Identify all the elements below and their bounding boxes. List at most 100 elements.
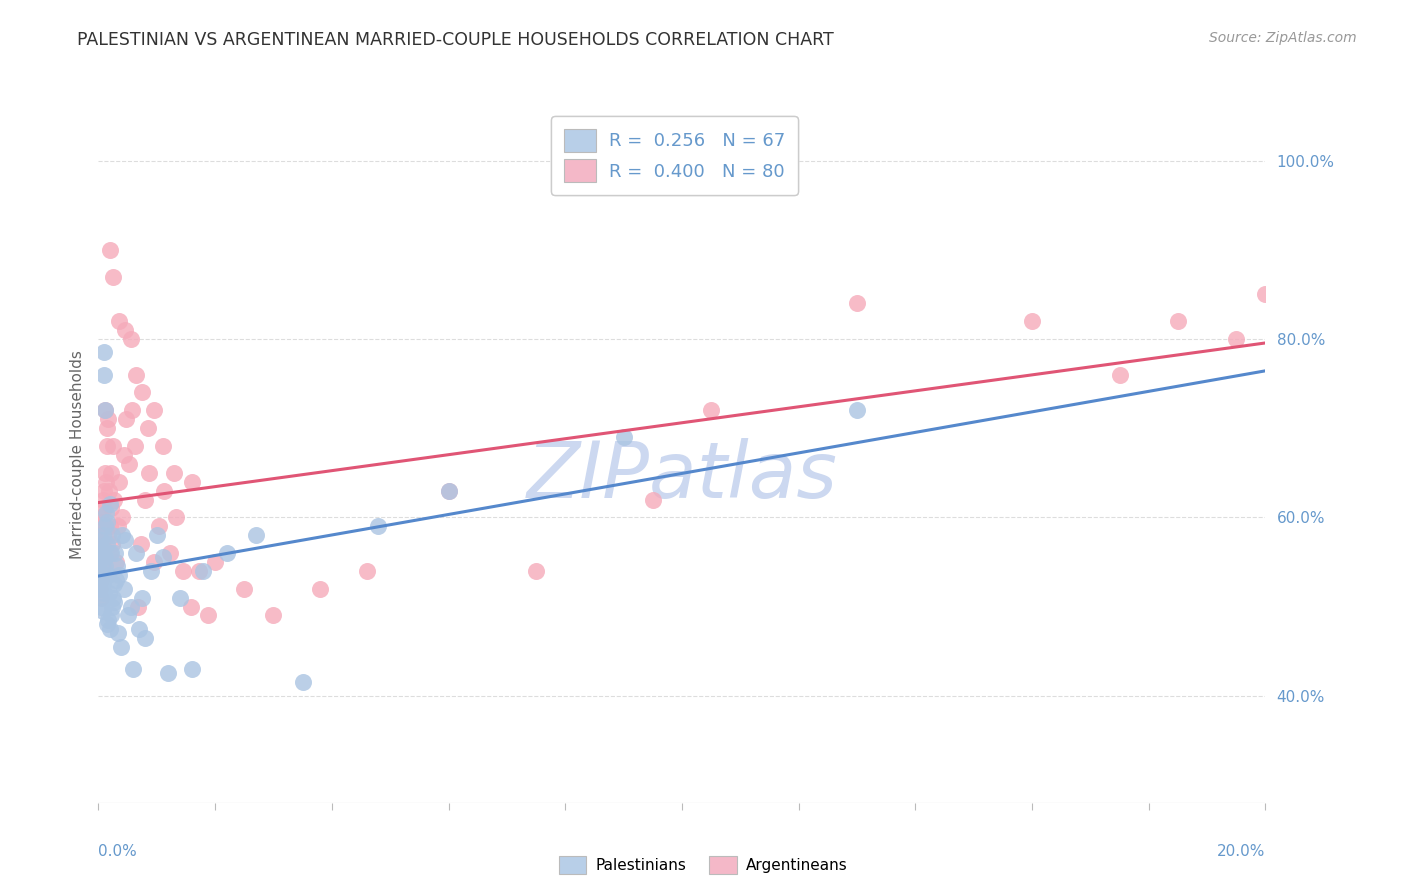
Point <box>89 528 111 542</box>
Point <box>152 483 174 498</box>
Point <box>90 510 112 524</box>
Point <box>118 457 141 471</box>
Point <box>97 613 120 627</box>
Text: PALESTINIAN VS ARGENTINEAN MARRIED-COUPLE HOUSEHOLDS CORRELATION CHART: PALESTINIAN VS ARGENTINEAN MARRIED-COUPL… <box>77 31 834 49</box>
Point <box>100 466 122 480</box>
Point <box>90 591 112 605</box>
Point <box>112 582 135 596</box>
Point <box>90 559 112 574</box>
Point <box>91 541 114 556</box>
Point <box>112 448 135 462</box>
Point <box>134 631 156 645</box>
Point <box>101 269 124 284</box>
Point <box>197 608 219 623</box>
Point <box>1225 332 1247 346</box>
Text: 20.0%: 20.0% <box>1218 845 1265 860</box>
Point <box>90 550 112 565</box>
Point <box>128 622 150 636</box>
Point <box>437 483 460 498</box>
Point <box>96 421 118 435</box>
Point <box>89 546 111 560</box>
Point <box>101 439 124 453</box>
Point <box>94 403 117 417</box>
Point <box>129 537 152 551</box>
Point <box>93 568 115 582</box>
Point <box>187 564 209 578</box>
Point <box>108 475 131 489</box>
Point <box>97 586 120 600</box>
Point <box>93 345 115 359</box>
Point <box>100 608 122 623</box>
Point <box>90 515 112 529</box>
Point <box>101 537 124 551</box>
Point <box>356 564 378 578</box>
Point <box>117 608 139 623</box>
Point <box>233 582 256 596</box>
Point <box>93 541 115 556</box>
Point <box>152 550 174 565</box>
Point <box>89 559 111 574</box>
Point <box>93 368 115 382</box>
Point <box>367 519 389 533</box>
Point <box>97 568 120 582</box>
Text: ZIPatlas: ZIPatlas <box>526 438 838 514</box>
Point <box>114 323 136 337</box>
Point <box>91 528 114 542</box>
Point <box>157 666 180 681</box>
Point <box>91 492 114 507</box>
Point <box>91 559 114 574</box>
Point <box>91 604 114 618</box>
Point <box>437 483 460 498</box>
Text: 0.0%: 0.0% <box>98 845 138 860</box>
Point <box>89 564 111 578</box>
Point <box>136 421 159 435</box>
Point <box>215 546 238 560</box>
Point <box>204 555 226 569</box>
Point <box>94 506 117 520</box>
Point <box>1021 314 1043 328</box>
Point <box>131 385 153 400</box>
Point <box>1254 287 1277 301</box>
Point <box>131 591 153 605</box>
Point <box>90 599 112 614</box>
Legend: Palestinians, Argentineans: Palestinians, Argentineans <box>553 850 853 880</box>
Point <box>98 519 121 533</box>
Point <box>103 492 125 507</box>
Point <box>94 559 117 574</box>
Point <box>134 492 156 507</box>
Point <box>93 501 115 516</box>
Point <box>104 573 127 587</box>
Point <box>94 403 117 417</box>
Point <box>98 546 121 560</box>
Point <box>90 573 112 587</box>
Y-axis label: Married-couple Households: Married-couple Households <box>69 351 84 559</box>
Point <box>124 439 146 453</box>
Point <box>94 475 117 489</box>
Point <box>142 403 165 417</box>
Point <box>125 368 148 382</box>
Point <box>91 577 114 591</box>
Point <box>90 591 112 605</box>
Point <box>700 403 723 417</box>
Point <box>89 582 111 596</box>
Point <box>165 510 187 524</box>
Point <box>90 573 112 587</box>
Point <box>108 314 131 328</box>
Point <box>846 403 869 417</box>
Point <box>125 546 148 560</box>
Point <box>94 519 117 533</box>
Point <box>309 582 332 596</box>
Point <box>612 430 634 444</box>
Point <box>114 533 136 547</box>
Point <box>172 564 194 578</box>
Point <box>1167 314 1189 328</box>
Point <box>91 519 114 533</box>
Point <box>120 332 142 346</box>
Point <box>98 243 121 257</box>
Point <box>97 483 120 498</box>
Point <box>96 515 118 529</box>
Point <box>105 559 128 574</box>
Point <box>1108 368 1130 382</box>
Point <box>100 546 122 560</box>
Point <box>96 537 118 551</box>
